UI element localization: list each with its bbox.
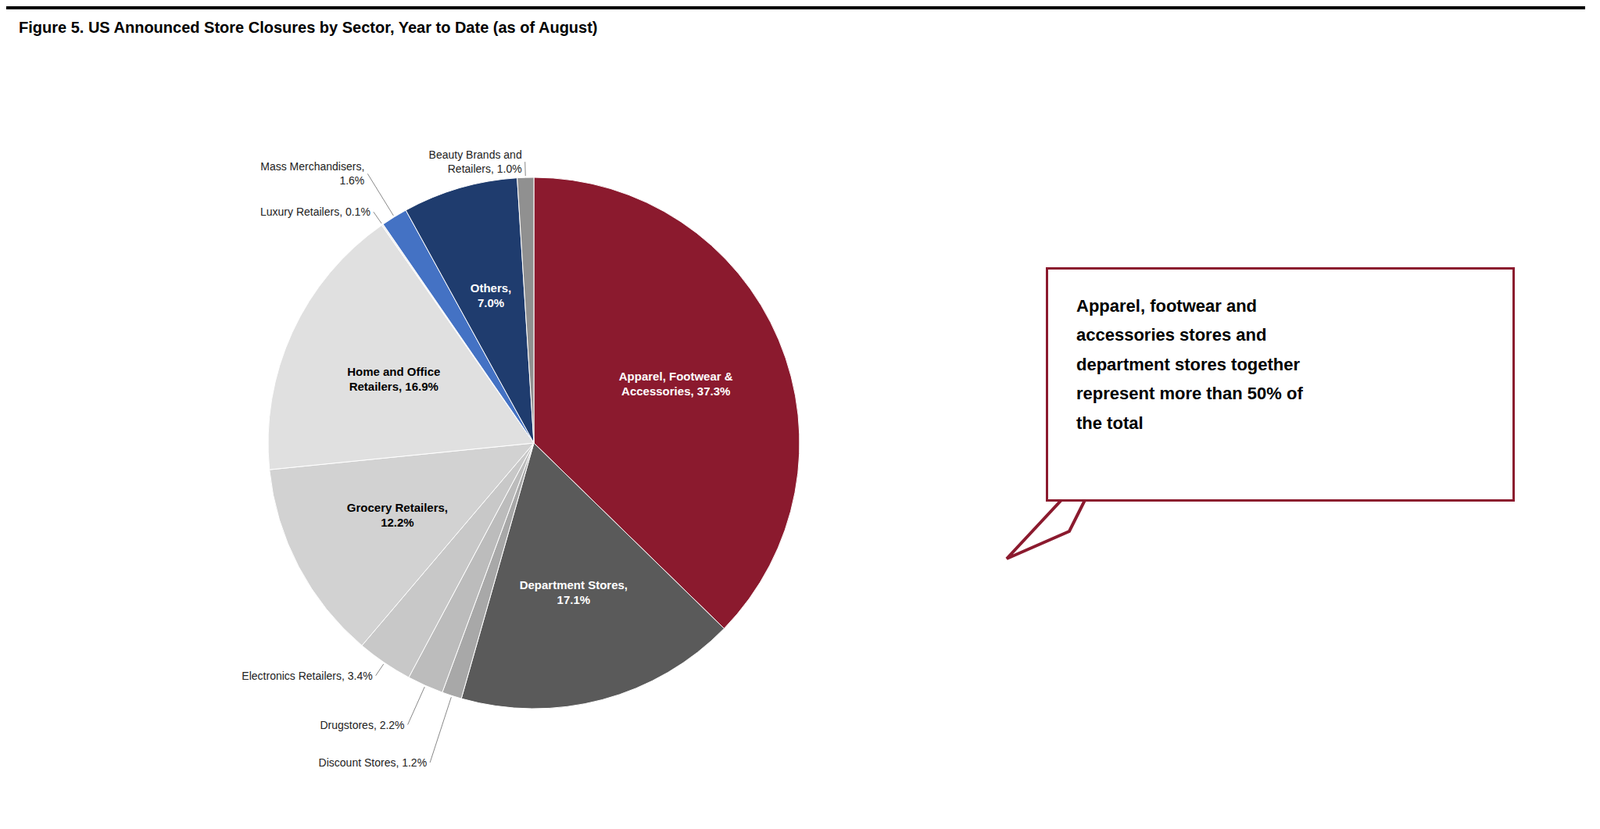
svg-text:Mass Merchandisers,1.6%: Mass Merchandisers,1.6% xyxy=(260,160,365,187)
html-text:Figure 5. US Announced Store C: Figure 5. US Announced Store Closures by… xyxy=(18,18,598,36)
svg-text:Beauty Brands andRetailers, 1.: Beauty Brands andRetailers, 1.0% xyxy=(429,148,523,176)
svg-text:Luxury Retailers, 0.1%: Luxury Retailers, 0.1% xyxy=(260,205,371,219)
html-text:Apparel, footwear and accessor: Apparel, footwear and accessories stores… xyxy=(1076,296,1303,433)
svg-text:Grocery Retailers,12.2%: Grocery Retailers,12.2% xyxy=(347,501,448,530)
svg-text:Apparel, Footwear &Accessories: Apparel, Footwear &Accessories, 37.3% xyxy=(619,368,734,398)
svg-text:Department Stores,17.1%: Department Stores,17.1% xyxy=(519,578,628,607)
svg-text:Electronics Retailers, 3.4%: Electronics Retailers, 3.4% xyxy=(241,669,373,683)
svg-text:Others,7.0%: Others,7.0% xyxy=(470,281,512,310)
svg-text:Home and OfficeRetailers, 16.9: Home and OfficeRetailers, 16.9% xyxy=(347,365,441,394)
svg-text:Drugstores, 2.2%: Drugstores, 2.2% xyxy=(319,719,405,732)
svg-text:Discount Stores, 1.2%: Discount Stores, 1.2% xyxy=(318,756,428,770)
